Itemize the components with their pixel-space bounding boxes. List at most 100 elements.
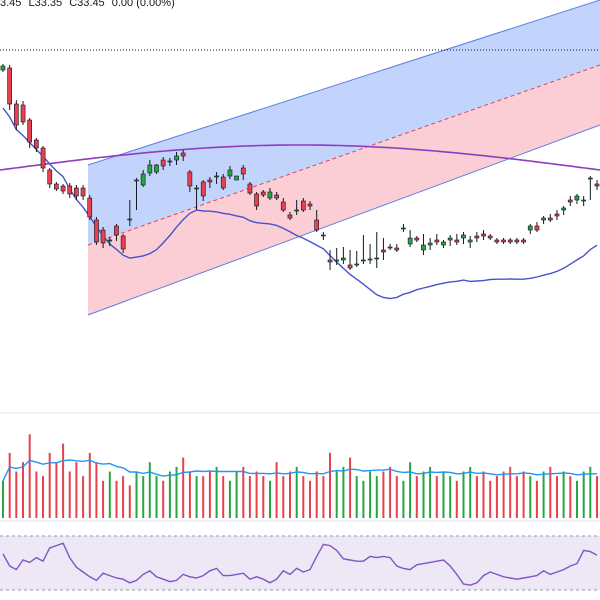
- volume-bar: [409, 462, 412, 518]
- volume-bar: [596, 476, 598, 518]
- volume-bar: [115, 480, 118, 518]
- volume-bar: [475, 476, 478, 518]
- candle: [447, 237, 453, 241]
- volume-bar: [509, 466, 512, 518]
- candle: [574, 195, 580, 201]
- candle: [340, 257, 346, 261]
- candle: [427, 242, 433, 246]
- channel-lower-line: [87, 124, 600, 316]
- candle: [587, 177, 593, 180]
- candle: [567, 199, 573, 203]
- volume-bar: [289, 471, 291, 518]
- volume-bar: [168, 471, 171, 518]
- volume-bar: [529, 476, 532, 518]
- moving-average-long: [0, 144, 600, 171]
- volume-bar: [188, 471, 191, 518]
- candle: [594, 183, 600, 187]
- price-pane[interactable]: [0, 0, 600, 522]
- volume-bar: [255, 471, 258, 518]
- candle: [47, 169, 53, 185]
- candle: [367, 258, 373, 261]
- volume-bar: [429, 466, 432, 518]
- volume-bar: [248, 476, 251, 518]
- volume-bar: [95, 462, 98, 518]
- candle: [394, 247, 400, 251]
- candle: [501, 239, 506, 243]
- upper-channel-zone: [88, 0, 600, 245]
- candle: [421, 244, 426, 251]
- candle: [461, 234, 466, 239]
- volume-bar: [42, 476, 44, 518]
- candle: [74, 187, 79, 197]
- volume-bar: [375, 476, 378, 518]
- high-value: 3.45: [0, 0, 22, 9]
- candle: [127, 218, 133, 221]
- candle: [494, 239, 500, 243]
- volume-bar: [2, 480, 4, 518]
- volume-bar: [362, 480, 365, 518]
- volume-bar: [122, 476, 125, 518]
- candle: [334, 259, 340, 262]
- volume-bar: [162, 480, 165, 518]
- volume-bar: [389, 466, 392, 518]
- volume-bar: [415, 476, 418, 518]
- candle: [207, 179, 213, 183]
- candle: [474, 235, 480, 239]
- volume-bar: [342, 466, 345, 518]
- volume-bar: [22, 462, 24, 518]
- rsi-pane[interactable]: [0, 535, 600, 591]
- lower-channel-zone: [88, 65, 600, 315]
- candle: [80, 187, 86, 197]
- candle: [441, 241, 446, 246]
- candle: [20, 104, 26, 123]
- rsi-band: [0, 536, 600, 590]
- volume-pane[interactable]: [2, 434, 598, 518]
- volume-bar: [522, 471, 525, 518]
- candle: [60, 185, 66, 192]
- candle: [401, 227, 406, 230]
- volume-bar: [482, 471, 485, 518]
- candle: [7, 67, 12, 105]
- volume-bar: [369, 471, 372, 518]
- volume-bar: [302, 476, 305, 518]
- candle: [314, 219, 320, 231]
- candle: [407, 237, 413, 245]
- candle: [287, 214, 293, 219]
- volume-bar: [502, 471, 505, 518]
- candle: [547, 217, 553, 221]
- candle: [534, 225, 540, 231]
- low-value: L33.35: [28, 0, 63, 9]
- volume-bar: [102, 480, 105, 518]
- candle: [174, 155, 179, 161]
- candle: [280, 201, 286, 211]
- volume-bar: [402, 480, 405, 518]
- volume-bar: [175, 466, 178, 518]
- channel-upper-line: [87, 0, 600, 166]
- candle: [160, 159, 166, 167]
- candle: [53, 183, 59, 190]
- volume-bar: [228, 480, 231, 518]
- volume-bar: [422, 471, 425, 518]
- candle: [134, 179, 139, 182]
- volume-bar: [82, 476, 85, 518]
- candle: [100, 229, 106, 244]
- candle: [360, 259, 366, 262]
- change-value: 0.00 (0.00%): [111, 0, 175, 9]
- candle: [434, 239, 440, 243]
- candle: [354, 263, 360, 266]
- volume-bar: [282, 476, 285, 518]
- volume-bar: [35, 471, 38, 518]
- volume-bar: [549, 466, 552, 518]
- volume-bar: [55, 462, 58, 518]
- volume-bar: [489, 480, 492, 518]
- rsi-line: [2, 542, 598, 586]
- volume-bar: [208, 471, 211, 518]
- volume-bar: [589, 466, 592, 518]
- volume-bar: [15, 471, 18, 518]
- candle: [481, 233, 486, 237]
- candle: [327, 259, 333, 263]
- volume-bar: [495, 476, 498, 518]
- candle: [107, 239, 113, 242]
- candle: [507, 239, 513, 243]
